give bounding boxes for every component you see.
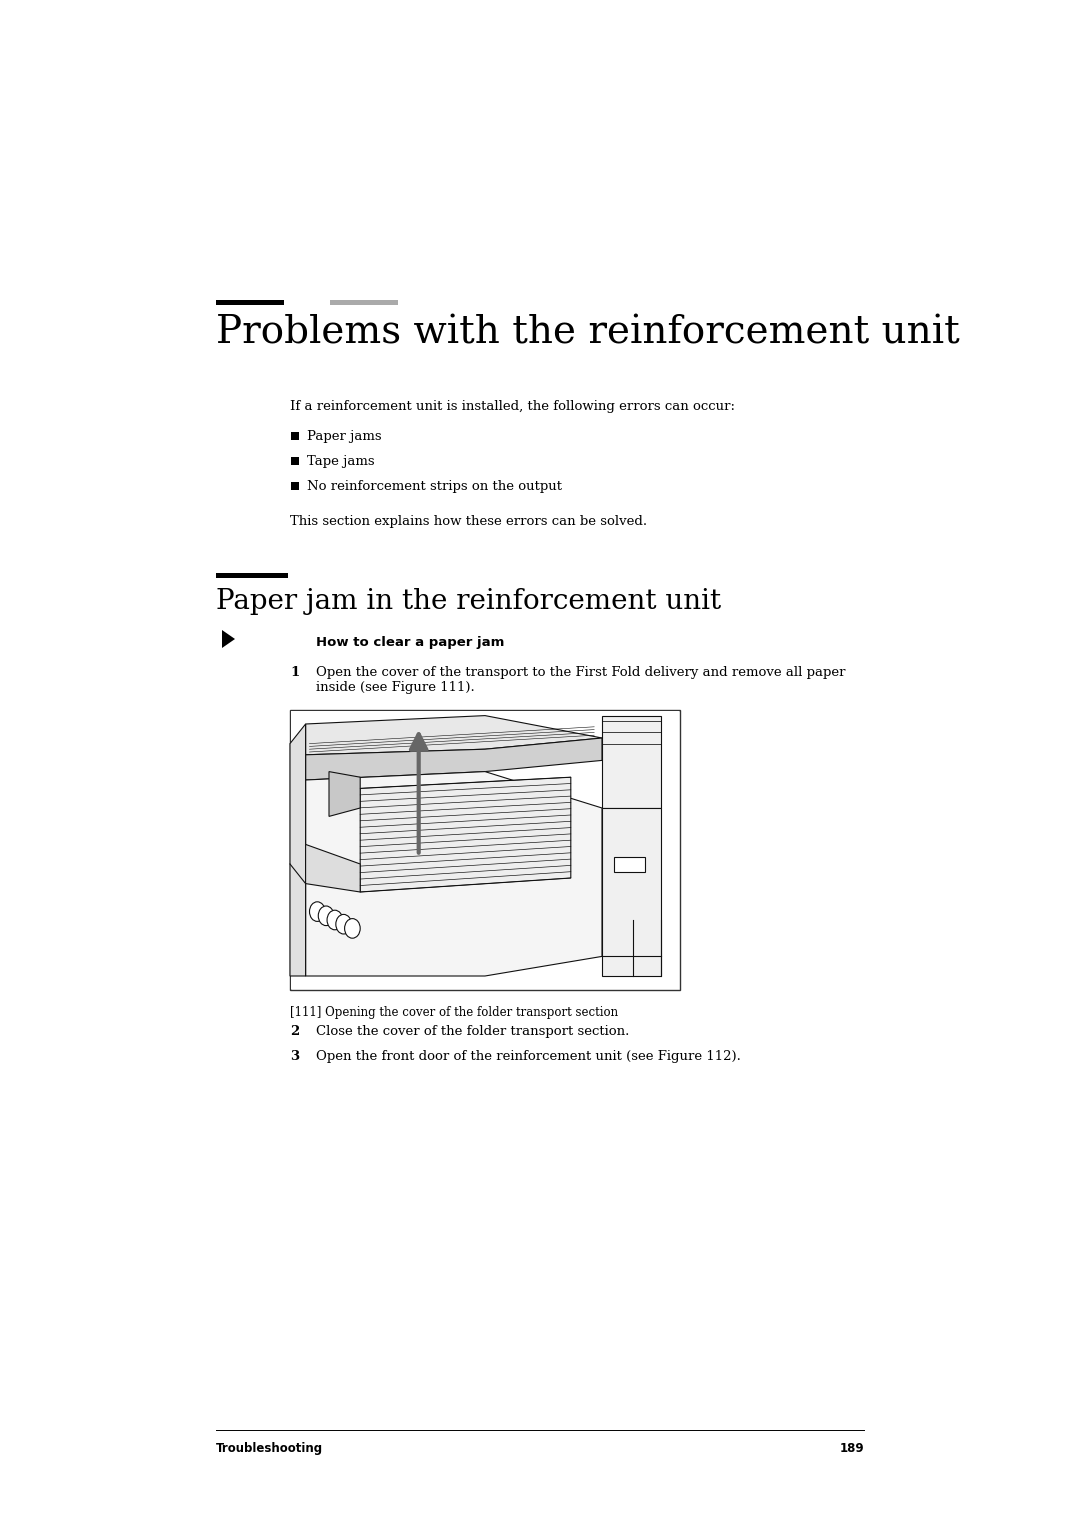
Text: Open the front door of the reinforcement unit (see Figure 112).: Open the front door of the reinforcement…	[316, 1050, 741, 1063]
Polygon shape	[361, 778, 571, 892]
Bar	[291, 711, 680, 990]
Text: 189: 189	[839, 1442, 864, 1455]
Text: No reinforcement strips on the output: No reinforcement strips on the output	[307, 480, 562, 494]
Bar	[216, 573, 288, 578]
Text: Tape jams: Tape jams	[307, 455, 375, 468]
Text: This section explains how these errors can be solved.: This section explains how these errors c…	[291, 515, 647, 529]
Text: Paper jams: Paper jams	[307, 429, 381, 443]
Text: If a reinforcement unit is installed, the following errors can occur:: If a reinforcement unit is installed, th…	[291, 400, 735, 413]
Text: 1: 1	[291, 666, 299, 678]
Polygon shape	[306, 772, 602, 976]
Polygon shape	[602, 808, 661, 976]
Polygon shape	[602, 715, 661, 808]
Text: [111] Opening the cover of the folder transport section: [111] Opening the cover of the folder tr…	[291, 1005, 618, 1019]
Text: 2: 2	[291, 1025, 299, 1038]
Bar	[330, 299, 399, 306]
Bar	[291, 432, 299, 440]
Text: Paper jam in the reinforcement unit: Paper jam in the reinforcement unit	[216, 588, 721, 614]
Text: Problems with the reinforcement unit: Problems with the reinforcement unit	[216, 315, 960, 351]
Text: How to clear a paper jam: How to clear a paper jam	[316, 636, 504, 649]
Ellipse shape	[327, 911, 342, 931]
Polygon shape	[306, 715, 602, 755]
Text: Open the cover of the transport to the First Fold delivery and remove all paper
: Open the cover of the transport to the F…	[316, 666, 846, 694]
Ellipse shape	[345, 918, 361, 938]
Polygon shape	[222, 630, 235, 648]
Ellipse shape	[319, 906, 334, 926]
Polygon shape	[291, 724, 306, 976]
Bar	[613, 857, 645, 872]
Bar	[291, 481, 299, 490]
Polygon shape	[306, 845, 361, 892]
Ellipse shape	[336, 914, 351, 934]
Text: 3: 3	[291, 1050, 299, 1063]
Polygon shape	[329, 772, 361, 816]
Bar	[291, 457, 299, 465]
Polygon shape	[306, 738, 602, 779]
Bar	[216, 299, 284, 306]
Text: Troubleshooting: Troubleshooting	[216, 1442, 323, 1455]
Text: Close the cover of the folder transport section.: Close the cover of the folder transport …	[316, 1025, 630, 1038]
Bar	[291, 711, 679, 989]
Ellipse shape	[310, 902, 325, 921]
